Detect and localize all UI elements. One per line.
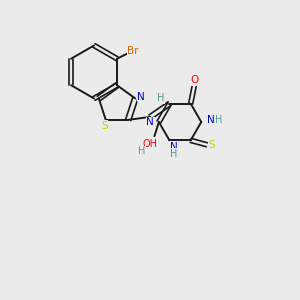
Text: H: H [215, 115, 222, 125]
Text: H: H [138, 146, 146, 157]
Text: S: S [209, 140, 215, 150]
Text: Br: Br [128, 46, 139, 56]
Text: H: H [157, 93, 164, 103]
Text: N: N [137, 92, 145, 102]
Text: O: O [191, 75, 199, 85]
Text: N: N [207, 115, 214, 125]
Text: N: N [170, 142, 178, 152]
Text: N: N [146, 117, 154, 127]
Text: H: H [170, 149, 177, 159]
Text: OH: OH [142, 140, 158, 149]
Text: S: S [101, 121, 108, 131]
